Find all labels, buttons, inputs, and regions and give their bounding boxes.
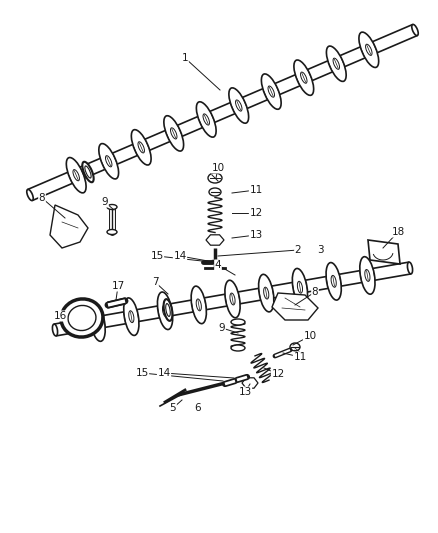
Ellipse shape: [138, 142, 145, 153]
Ellipse shape: [236, 100, 242, 111]
Ellipse shape: [230, 293, 235, 305]
Ellipse shape: [131, 130, 151, 165]
Text: 12: 12: [272, 369, 285, 379]
Ellipse shape: [106, 156, 112, 167]
Text: 11: 11: [293, 352, 307, 362]
Ellipse shape: [196, 299, 201, 311]
Ellipse shape: [68, 305, 96, 330]
Ellipse shape: [99, 143, 119, 179]
Text: 1: 1: [182, 53, 188, 63]
Ellipse shape: [326, 46, 346, 82]
Text: 16: 16: [53, 311, 67, 321]
Polygon shape: [272, 293, 318, 320]
Ellipse shape: [231, 319, 245, 325]
Ellipse shape: [294, 60, 314, 95]
Ellipse shape: [297, 281, 303, 293]
Ellipse shape: [360, 257, 375, 294]
Ellipse shape: [365, 270, 370, 281]
Text: 6: 6: [194, 403, 201, 413]
Ellipse shape: [300, 72, 307, 83]
Text: 13: 13: [249, 230, 263, 240]
Polygon shape: [50, 205, 88, 248]
Ellipse shape: [73, 169, 79, 181]
Polygon shape: [368, 240, 400, 264]
Text: 8: 8: [312, 287, 318, 297]
Ellipse shape: [326, 263, 341, 300]
Ellipse shape: [107, 205, 117, 209]
Text: 9: 9: [219, 323, 225, 333]
Ellipse shape: [164, 299, 173, 321]
Ellipse shape: [107, 230, 117, 235]
Ellipse shape: [366, 44, 372, 55]
Text: 15: 15: [150, 251, 164, 261]
Ellipse shape: [90, 304, 105, 341]
Ellipse shape: [225, 280, 240, 318]
Ellipse shape: [292, 269, 307, 306]
Text: 7: 7: [152, 277, 158, 287]
Ellipse shape: [157, 292, 173, 329]
Ellipse shape: [203, 114, 209, 125]
Ellipse shape: [268, 86, 275, 97]
Ellipse shape: [208, 173, 222, 183]
Ellipse shape: [124, 298, 139, 335]
Ellipse shape: [231, 345, 245, 351]
Ellipse shape: [264, 287, 269, 299]
Text: 10: 10: [304, 331, 317, 341]
Ellipse shape: [209, 188, 221, 196]
Text: 12: 12: [249, 208, 263, 218]
Ellipse shape: [164, 116, 184, 151]
Text: 3: 3: [317, 245, 323, 255]
Text: 2: 2: [295, 245, 301, 255]
Polygon shape: [206, 235, 224, 245]
Text: 14: 14: [157, 368, 171, 378]
Text: 17: 17: [111, 281, 125, 291]
Text: 4: 4: [215, 260, 221, 270]
Text: 5: 5: [170, 403, 177, 413]
Text: 9: 9: [102, 197, 108, 207]
Text: 13: 13: [238, 387, 251, 397]
Ellipse shape: [258, 274, 274, 312]
Ellipse shape: [229, 88, 249, 123]
Ellipse shape: [170, 128, 177, 139]
Polygon shape: [242, 378, 258, 388]
Ellipse shape: [261, 74, 281, 109]
Ellipse shape: [359, 32, 379, 68]
Ellipse shape: [27, 189, 33, 200]
Ellipse shape: [61, 299, 103, 337]
Text: 11: 11: [249, 185, 263, 195]
Ellipse shape: [191, 286, 206, 324]
Ellipse shape: [196, 102, 216, 137]
Ellipse shape: [162, 305, 168, 317]
Ellipse shape: [166, 304, 170, 317]
Ellipse shape: [66, 158, 86, 193]
Text: 15: 15: [135, 368, 148, 378]
Ellipse shape: [407, 262, 413, 274]
Ellipse shape: [331, 276, 336, 287]
Ellipse shape: [129, 311, 134, 322]
Text: 18: 18: [392, 227, 405, 237]
Ellipse shape: [290, 343, 300, 351]
Ellipse shape: [95, 317, 100, 328]
Text: 8: 8: [39, 193, 45, 203]
Ellipse shape: [85, 166, 91, 178]
Ellipse shape: [333, 58, 339, 69]
Ellipse shape: [53, 324, 57, 336]
Text: 10: 10: [212, 163, 225, 173]
Ellipse shape: [412, 25, 418, 36]
Ellipse shape: [82, 161, 94, 182]
Text: 14: 14: [173, 251, 187, 261]
